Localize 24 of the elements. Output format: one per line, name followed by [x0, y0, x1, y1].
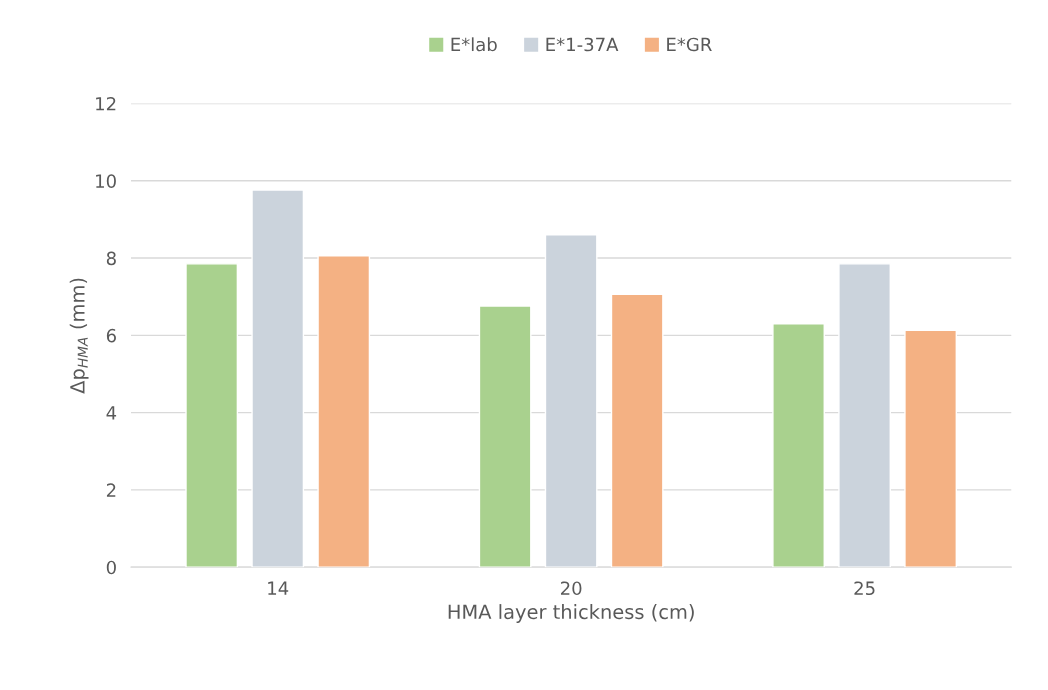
y-tick-label: 0 — [106, 560, 116, 575]
x-tick-label: 20 — [561, 581, 582, 596]
bar — [838, 263, 891, 568]
bar — [317, 255, 371, 568]
y-tick-label: 2 — [106, 483, 116, 497]
bar — [185, 263, 239, 568]
y-tick-label: 12 — [96, 96, 116, 111]
y-tick-label: 4 — [106, 406, 117, 420]
legend-label: E*GR — [667, 37, 712, 52]
bar — [544, 234, 598, 568]
x-tick-label: 14 — [268, 581, 289, 595]
x-tick-label: 25 — [854, 581, 875, 596]
legend-label: E*1-37A — [546, 37, 619, 52]
bar — [251, 189, 305, 568]
y-tick-label: 6 — [106, 328, 116, 343]
bar — [610, 293, 664, 568]
y-axis-title: Δp$_{HMA}$ (mm) — [69, 278, 89, 394]
legend-label: E*lab — [451, 37, 497, 52]
y-tick-label: 10 — [96, 174, 116, 188]
x-axis-title: HMA layer thickness (cm) — [448, 604, 694, 623]
y-tick-label: 8 — [106, 251, 116, 266]
bar — [478, 305, 532, 568]
bar — [904, 329, 957, 568]
bar — [772, 323, 825, 568]
